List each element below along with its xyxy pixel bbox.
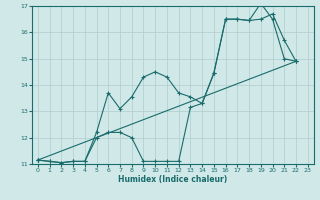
X-axis label: Humidex (Indice chaleur): Humidex (Indice chaleur) xyxy=(118,175,228,184)
